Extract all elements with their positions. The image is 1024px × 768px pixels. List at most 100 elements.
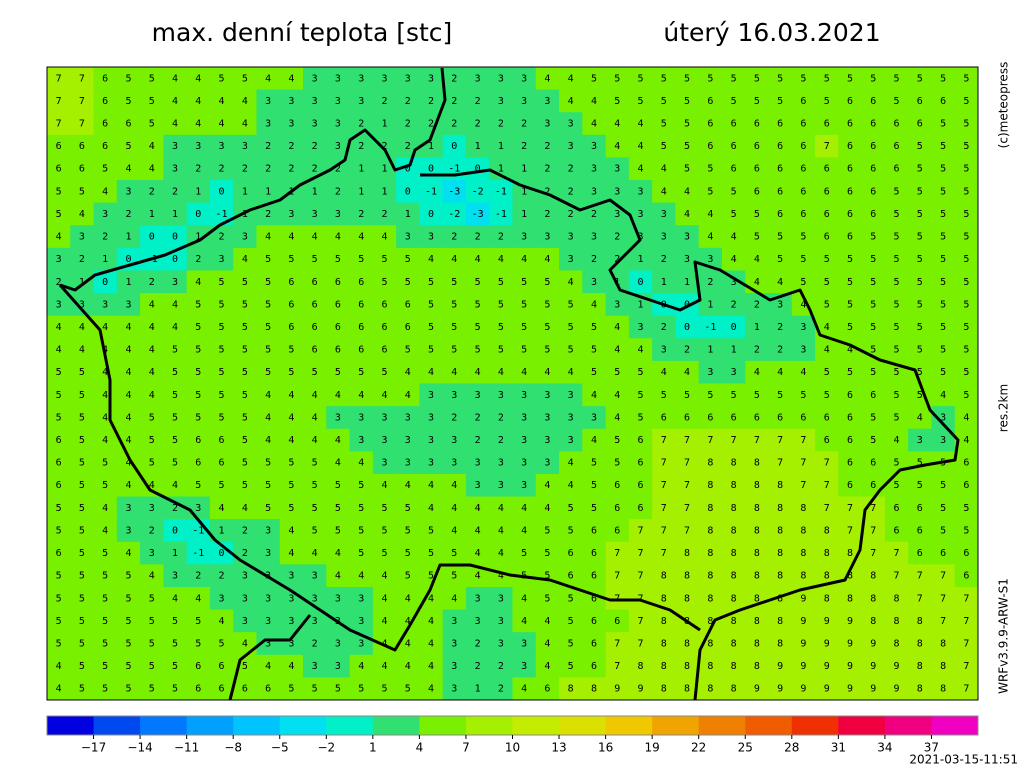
temp-value: -2 bbox=[448, 209, 460, 220]
temp-value: 5 bbox=[754, 73, 760, 84]
temp-value: 1 bbox=[381, 119, 387, 130]
temp-value: 4 bbox=[661, 367, 667, 378]
temp-value: 4 bbox=[288, 661, 294, 672]
temp-value: 5 bbox=[521, 322, 527, 333]
temp-cell bbox=[140, 89, 164, 113]
temp-value: 7 bbox=[870, 525, 876, 536]
temp-value: 5 bbox=[79, 186, 85, 197]
temp-value: 4 bbox=[684, 209, 690, 220]
temp-cell bbox=[489, 89, 513, 113]
temp-value: 4 bbox=[614, 141, 620, 152]
temp-value: 7 bbox=[940, 616, 946, 627]
temp-cell bbox=[442, 225, 467, 249]
temp-value: 3 bbox=[591, 277, 597, 288]
temp-cell bbox=[512, 247, 537, 271]
temp-value: 5 bbox=[917, 299, 923, 310]
colorbar-tick-label: 13 bbox=[551, 741, 566, 755]
temp-value: 2 bbox=[661, 322, 667, 333]
temp-cell bbox=[442, 89, 467, 113]
temp-value: 2 bbox=[754, 299, 760, 310]
temp-value: 5 bbox=[56, 390, 62, 401]
temp-value: 4 bbox=[149, 367, 155, 378]
temp-value: 8 bbox=[847, 593, 853, 604]
temp-value: 5 bbox=[125, 141, 131, 152]
colorbar-segment bbox=[698, 716, 746, 735]
temp-value: 3 bbox=[428, 73, 434, 84]
temp-value: 6 bbox=[358, 299, 364, 310]
temp-value: 4 bbox=[125, 322, 131, 333]
temp-value: 5 bbox=[172, 390, 178, 401]
temp-value: 3 bbox=[777, 299, 783, 310]
temp-value: 6 bbox=[707, 119, 713, 130]
temp-cell bbox=[93, 270, 118, 294]
temp-value: 2 bbox=[381, 209, 387, 220]
temp-value: 5 bbox=[894, 390, 900, 401]
temp-value: 5 bbox=[288, 503, 294, 514]
temp-value: 3 bbox=[335, 209, 341, 220]
temp-value: 2 bbox=[707, 277, 713, 288]
temp-value: 5 bbox=[265, 480, 271, 491]
temp-value: 5 bbox=[614, 96, 620, 107]
temp-cell bbox=[442, 202, 467, 226]
temp-cell bbox=[559, 180, 583, 204]
temp-value: 5 bbox=[870, 299, 876, 310]
temp-cell bbox=[582, 67, 607, 91]
temp-value: 5 bbox=[661, 390, 667, 401]
temp-value: 3 bbox=[335, 141, 341, 152]
temp-value: -1 bbox=[704, 322, 716, 333]
temp-cell bbox=[372, 180, 397, 204]
temp-value: 7 bbox=[684, 503, 690, 514]
temp-value: 8 bbox=[707, 548, 713, 559]
temp-value: 5 bbox=[963, 119, 969, 130]
temp-value: 4 bbox=[684, 186, 690, 197]
temp-value: 5 bbox=[265, 345, 271, 356]
temp-value: 2 bbox=[591, 209, 597, 220]
temp-value: 7 bbox=[963, 638, 969, 649]
temp-value: 5 bbox=[940, 503, 946, 514]
temp-value: 3 bbox=[195, 141, 201, 152]
temp-cell bbox=[349, 112, 374, 136]
temp-value: 1 bbox=[521, 164, 527, 175]
temp-value: 5 bbox=[824, 277, 830, 288]
temp-value: 5 bbox=[358, 525, 364, 536]
temp-value: 4 bbox=[614, 412, 620, 423]
temp-cell bbox=[465, 225, 490, 249]
temp-value: 4 bbox=[544, 480, 550, 491]
temp-cell bbox=[256, 247, 281, 271]
temp-cell bbox=[256, 134, 281, 158]
temp-value: 3 bbox=[428, 458, 434, 469]
temp-value: 5 bbox=[754, 232, 760, 243]
temp-value: 2 bbox=[498, 435, 504, 446]
temp-cell bbox=[884, 112, 909, 136]
temp-cell bbox=[861, 180, 886, 204]
temp-cell bbox=[70, 157, 95, 181]
temp-value: 3 bbox=[312, 661, 318, 672]
temp-value: 2 bbox=[79, 254, 85, 265]
temp-value: 7 bbox=[940, 571, 946, 582]
temp-value: 2 bbox=[149, 186, 155, 197]
temp-cell bbox=[70, 67, 95, 91]
temp-value: 6 bbox=[568, 548, 574, 559]
temp-cell bbox=[698, 89, 723, 113]
temp-value: 5 bbox=[265, 254, 271, 265]
temp-value: 5 bbox=[731, 390, 737, 401]
temp-cell bbox=[465, 180, 490, 204]
temp-value: 5 bbox=[661, 141, 667, 152]
temp-value: 5 bbox=[335, 525, 341, 536]
temp-value: 4 bbox=[288, 525, 294, 536]
temp-value: 4 bbox=[149, 164, 155, 175]
temp-value: 5 bbox=[195, 345, 201, 356]
temp-value: 5 bbox=[79, 661, 85, 672]
temp-value: 3 bbox=[358, 96, 364, 107]
temp-value: 5 bbox=[707, 73, 713, 84]
temp-value: 5 bbox=[242, 435, 248, 446]
temp-value: 5 bbox=[614, 458, 620, 469]
temp-value: 5 bbox=[847, 299, 853, 310]
temp-cell bbox=[489, 202, 513, 226]
temp-value: 9 bbox=[754, 684, 760, 695]
temp-value: 7 bbox=[614, 571, 620, 582]
temp-value: 5 bbox=[917, 209, 923, 220]
temp-value: 5 bbox=[684, 141, 690, 152]
temp-cell bbox=[186, 134, 211, 158]
temp-cell bbox=[628, 202, 653, 226]
